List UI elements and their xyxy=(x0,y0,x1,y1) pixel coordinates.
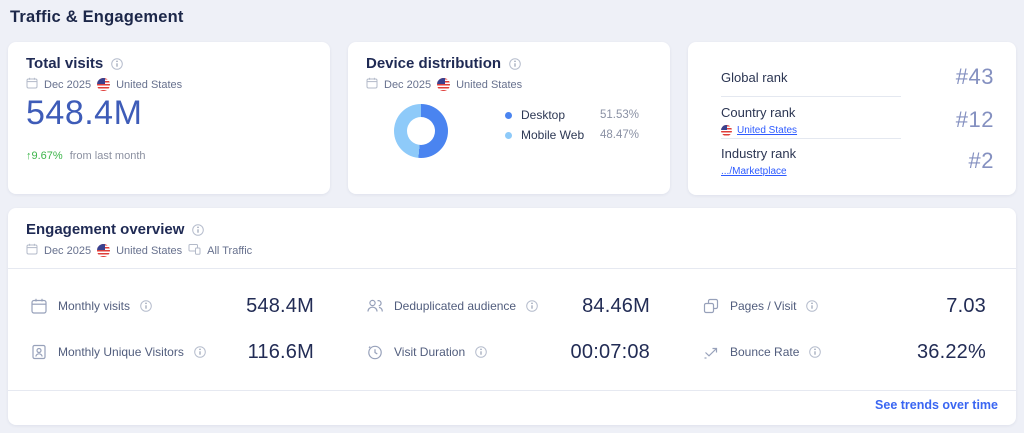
clock-icon xyxy=(366,343,384,361)
global-rank-row: Global rank #43 xyxy=(721,64,994,90)
traffic-filter-label: All Traffic xyxy=(207,244,253,257)
info-icon[interactable] xyxy=(509,57,521,70)
country-label: United States xyxy=(116,244,183,257)
date-label: Dec 2025 xyxy=(44,78,92,91)
country-rank-label: Country rank xyxy=(721,105,796,120)
info-icon[interactable] xyxy=(192,223,205,236)
calendar-icon xyxy=(26,77,38,92)
metric-visit-duration: Visit Duration 00:07:08 xyxy=(344,340,680,364)
engagement-overview-title: Engagement overview xyxy=(26,221,185,238)
people-icon xyxy=(366,297,384,315)
legend-label: Mobile Web xyxy=(521,128,585,142)
total-visits-title: Total visits xyxy=(26,55,104,72)
us-flag-icon xyxy=(97,244,111,257)
metric-label: Monthly Unique Visitors xyxy=(58,345,184,359)
device-legend: Desktop 51.53% Mobile Web 48.47% xyxy=(505,108,639,142)
info-icon[interactable] xyxy=(809,346,822,358)
metric-value: 116.6M xyxy=(247,340,314,363)
rank-card: Global rank #43 Country rank United Stat… xyxy=(688,42,1016,195)
metric-label: Bounce Rate xyxy=(730,345,800,359)
arrow-up-icon: ↑ xyxy=(26,150,32,162)
date-label: Dec 2025 xyxy=(44,244,92,257)
metric-value: 548.4M xyxy=(246,294,314,317)
visitor-badge-icon xyxy=(30,343,48,361)
global-rank-value: #43 xyxy=(955,64,994,89)
devices-icon xyxy=(188,243,201,258)
page-title: Traffic & Engagement xyxy=(10,8,184,26)
legend-item-mobile-web: Mobile Web 48.47% xyxy=(505,128,639,142)
metric-label: Deduplicated audience xyxy=(394,299,517,313)
device-donut[interactable] xyxy=(394,104,448,158)
divider xyxy=(721,96,902,97)
info-icon[interactable] xyxy=(140,300,152,312)
total-visits-value: 548.4M xyxy=(26,94,143,132)
industry-rank-link[interactable]: .../Marketplace xyxy=(721,166,787,177)
engagement-metrics: Monthly visits 548.4M Deduplicated audie… xyxy=(8,294,1016,364)
industry-rank-value: #2 xyxy=(968,148,994,173)
metric-label: Monthly visits xyxy=(58,299,131,313)
desktop-dot-icon xyxy=(505,111,512,119)
industry-rank-row: Industry rank .../Marketplace #2 xyxy=(721,145,994,177)
divider xyxy=(8,268,1016,269)
pages-icon xyxy=(702,297,720,315)
metric-value: 36.22% xyxy=(916,340,986,363)
country-rank-value: #12 xyxy=(955,107,994,132)
country-label: United States xyxy=(456,78,523,91)
us-flag-icon xyxy=(97,78,111,91)
us-flag-icon xyxy=(721,125,732,136)
device-distribution-title: Device distribution xyxy=(366,55,502,72)
info-icon[interactable] xyxy=(806,300,819,312)
metric-value: 7.03 xyxy=(946,294,986,317)
see-trends-link[interactable]: See trends over time xyxy=(875,398,998,412)
legend-value: 51.53% xyxy=(600,109,640,121)
metric-label: Visit Duration xyxy=(394,345,466,359)
change-caption: from last month xyxy=(69,150,146,162)
metric-monthly-visits: Monthly visits 548.4M xyxy=(8,294,344,318)
legend-item-desktop: Desktop 51.53% xyxy=(505,108,639,122)
metric-value: 84.46M xyxy=(582,294,650,317)
metric-bounce-rate: Bounce Rate 36.22% xyxy=(680,340,1016,364)
calendar-icon xyxy=(30,297,48,315)
calendar-icon xyxy=(366,77,378,92)
info-icon[interactable] xyxy=(526,300,538,312)
metric-pages-per-visit: Pages / Visit 7.03 xyxy=(680,294,1016,318)
industry-rank-label: Industry rank xyxy=(721,146,797,161)
divider xyxy=(8,390,1016,391)
country-label: United States xyxy=(116,78,183,91)
metric-monthly-unique-visitors: Monthly Unique Visitors 116.6M xyxy=(8,340,344,364)
total-visits-card: Total visits Dec 2025 United States 548.… xyxy=(8,42,330,194)
engagement-overview-card: Engagement overview Dec 2025 United Stat… xyxy=(8,208,1016,425)
country-rank-link[interactable]: United States xyxy=(737,125,798,136)
info-icon[interactable] xyxy=(475,346,487,358)
mobile-web-dot-icon xyxy=(505,131,512,139)
calendar-icon xyxy=(26,243,38,258)
metric-value: 00:07:08 xyxy=(570,340,650,363)
device-distribution-card: Device distribution Dec 2025 United Stat… xyxy=(348,42,670,194)
legend-value: 48.47% xyxy=(600,129,640,141)
bounce-arrow-icon xyxy=(702,343,720,361)
us-flag-icon xyxy=(437,78,451,91)
info-icon[interactable] xyxy=(111,57,124,70)
country-rank-row: Country rank United States #12 xyxy=(721,104,994,136)
info-icon[interactable] xyxy=(194,346,206,358)
date-label: Dec 2025 xyxy=(384,78,432,91)
change-percent: ↑9.67% xyxy=(26,150,63,162)
divider xyxy=(721,138,902,139)
metric-label: Pages / Visit xyxy=(730,299,797,313)
global-rank-label: Global rank xyxy=(721,69,788,85)
metric-deduplicated-audience: Deduplicated audience 84.46M xyxy=(344,294,680,318)
legend-label: Desktop xyxy=(521,108,566,122)
